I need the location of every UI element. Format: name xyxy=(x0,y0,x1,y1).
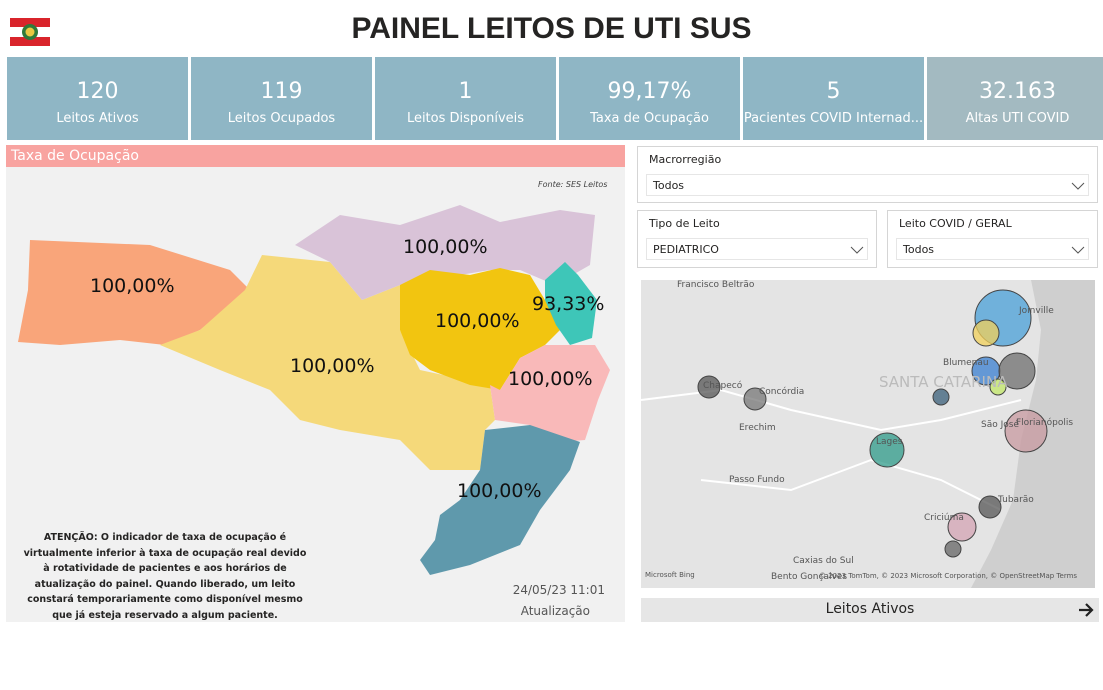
kpi-label: Leitos Ativos xyxy=(56,111,139,126)
map-attribution: © 2023 TomTom, © 2023 Microsoft Corporat… xyxy=(819,572,1078,580)
filter-label: Macrorregião xyxy=(649,153,722,166)
filter[interactable]: Leito COVID / GERAL Todos xyxy=(887,210,1098,268)
region-label: 100,00% xyxy=(403,236,488,258)
kpi-value: 99,17% xyxy=(607,79,692,104)
bubble-map: Francisco Beltrão Chapecó Concórdia Erechim… xyxy=(641,280,1095,588)
region xyxy=(18,240,250,345)
place-label: Caxias do Sul xyxy=(793,556,854,566)
arrow-icon[interactable] xyxy=(1078,603,1094,617)
kpi-card: 5 Pacientes COVID Internad... xyxy=(743,57,924,140)
kpi-card: 119 Leitos Ocupados xyxy=(191,57,372,140)
source: Fonte: SES Leitos xyxy=(538,180,608,189)
kpi-label: Leitos Disponíveis xyxy=(406,111,525,126)
place-label: Chapecó xyxy=(703,381,743,391)
filter-value[interactable]: Todos xyxy=(646,174,1089,196)
place-label: Bento Gonçalves xyxy=(771,572,848,582)
nav-button[interactable]: Leitos Ativos xyxy=(641,598,1099,622)
place-label: SANTA CATARINA xyxy=(879,373,1008,391)
panel-title: Taxa de Ocupação xyxy=(6,145,625,167)
kpi-value: 120 xyxy=(76,79,119,104)
place-label: São José xyxy=(981,420,1019,430)
button-label[interactable]: Leitos Ativos xyxy=(825,601,915,617)
kpi-value: 32.163 xyxy=(979,79,1056,104)
kpi-value: 5 xyxy=(826,79,841,104)
place-label: Passo Fundo xyxy=(729,475,785,485)
region-label: 100,00% xyxy=(290,355,375,377)
map-shapes xyxy=(641,280,1095,588)
region xyxy=(420,425,580,575)
region xyxy=(545,262,597,345)
kpi-card: 99,17% Taxa de Ocupação xyxy=(559,57,740,140)
place-label: Lages xyxy=(876,437,903,447)
filter-label: Leito COVID / GERAL xyxy=(899,217,1012,230)
region-label: 100,00% xyxy=(457,480,542,502)
region xyxy=(490,345,610,442)
filter-value[interactable]: PEDIATRICO xyxy=(646,238,868,260)
filter[interactable]: Macrorregião Todos xyxy=(637,146,1098,203)
region-label: 100,00% xyxy=(90,275,175,297)
chevron[interactable] xyxy=(1071,182,1085,190)
kpi-card: 120 Leitos Ativos xyxy=(7,57,188,140)
filter-value[interactable]: Todos xyxy=(896,238,1089,260)
updated-at: 24/05/23 11:01 xyxy=(512,583,605,597)
region xyxy=(160,255,495,470)
kpi-label: Pacientes COVID Internad... xyxy=(743,111,924,126)
region-label: 100,00% xyxy=(508,368,593,390)
filter-label: Tipo de Leito xyxy=(649,217,720,230)
map-logo: Microsoft Bing xyxy=(645,571,695,579)
chevron[interactable] xyxy=(850,246,864,254)
kpi-label: Taxa de Ocupação xyxy=(590,111,709,126)
place-label: Tubarão xyxy=(998,495,1034,505)
region-label: 93,33% xyxy=(532,293,605,315)
region xyxy=(400,268,560,390)
kpi-card: 1 Leitos Disponíveis xyxy=(375,57,556,140)
region xyxy=(295,205,595,300)
place-label: Francisco Beltrão xyxy=(677,280,755,290)
region-label: 100,00% xyxy=(435,310,520,332)
kpi-label: Altas UTI COVID xyxy=(965,111,1070,126)
flag xyxy=(10,18,50,46)
place-label: Criciúma xyxy=(924,513,964,523)
page-title: PAINEL LEITOS DE UTI SUS xyxy=(351,12,752,45)
kpi-value: 1 xyxy=(458,79,473,104)
place-label: Erechim xyxy=(739,423,776,433)
filter[interactable]: Tipo de Leito PEDIATRICO xyxy=(637,210,877,268)
notice: ATENÇÃO: O indicador de taxa de ocupação… xyxy=(23,532,307,621)
kpi-card: 32.163 Altas UTI COVID xyxy=(927,57,1103,140)
kpi-value: 119 xyxy=(260,79,303,104)
chevron[interactable] xyxy=(1071,246,1085,254)
place-label: Joinville xyxy=(1019,306,1054,316)
kpi-label: Leitos Ocupados xyxy=(227,111,336,126)
bubbles xyxy=(697,289,1048,558)
updated-label: Atualização xyxy=(520,604,590,618)
place-label: Concórdia xyxy=(759,387,805,397)
place-label: Florianópolis xyxy=(1016,418,1074,428)
state-map xyxy=(18,205,610,575)
place-label: Blumenau xyxy=(943,358,989,368)
